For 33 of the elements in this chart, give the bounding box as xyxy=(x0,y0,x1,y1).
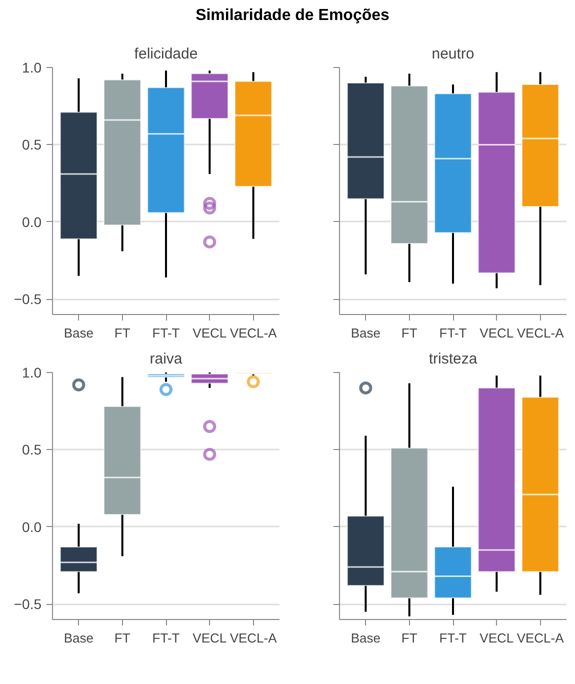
y-tick-label: −0.5 xyxy=(14,291,42,308)
x-tick-label: FT-T xyxy=(152,326,180,340)
x-tick-label: FT-T xyxy=(152,630,180,646)
x-tick-label: Base xyxy=(350,630,381,646)
x-tick-label: VECL-A xyxy=(230,326,278,340)
chart-title: felicidade xyxy=(134,46,198,62)
y-tick-label: 0.0 xyxy=(22,518,42,535)
text: Similaridade de Emoções xyxy=(196,6,390,26)
x-tick-label: VECL xyxy=(480,630,514,646)
x-tick-label: FT-T xyxy=(439,326,467,340)
x-tick-label: FT xyxy=(114,630,130,646)
x-tick-label: Base xyxy=(64,630,94,646)
x-tick-label: Base xyxy=(350,326,381,340)
x-tick-label: FT-T xyxy=(439,630,467,646)
chart-title: tristeza xyxy=(428,350,478,368)
x-tick-label: VECL-A xyxy=(516,326,564,340)
x-tick-label: FT xyxy=(114,326,130,340)
x-tick-label: FT xyxy=(401,326,418,340)
x-tick-label: VECL-A xyxy=(230,630,278,646)
x-tick-label: FT xyxy=(401,630,418,646)
x-tick-label: VECL-A xyxy=(516,630,564,646)
y-tick-label: 0.0 xyxy=(22,214,42,230)
y-tick-label: 0.5 xyxy=(22,442,42,458)
x-tick-label: Base xyxy=(64,326,94,340)
chart-title: raiva xyxy=(150,350,183,368)
y-tick-label: −0.5 xyxy=(14,596,42,612)
x-tick-label: VECL xyxy=(480,326,514,340)
y-tick-label: 1.0 xyxy=(22,364,42,380)
y-tick-label: 1.0 xyxy=(22,60,42,76)
chart-title: neutro xyxy=(432,46,474,62)
x-tick-label: VECL xyxy=(192,630,227,646)
x-tick-label: VECL xyxy=(192,326,227,340)
y-tick-label: 0.5 xyxy=(22,136,42,153)
